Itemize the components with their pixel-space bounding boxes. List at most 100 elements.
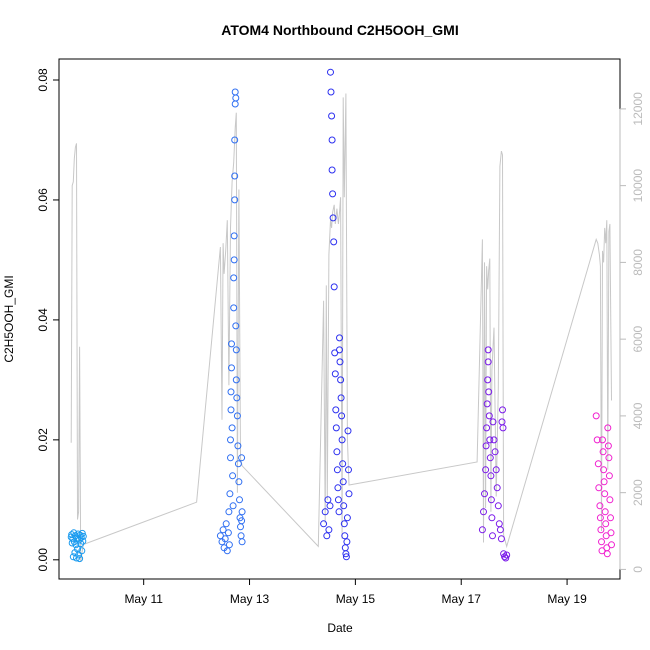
data-point-flight-2: [230, 256, 238, 264]
data-point-flight-3: [332, 424, 340, 432]
data-point-flight-5: [599, 436, 606, 444]
data-point-flight-3: [336, 358, 344, 366]
data-point-flight-3: [333, 466, 341, 474]
data-point-flight-2: [231, 88, 239, 96]
data-point-flight-5: [601, 490, 609, 498]
data-point-flight-5: [604, 442, 612, 450]
data-point-flight-4: [490, 436, 498, 444]
data-point-flight-4: [486, 454, 494, 462]
data-point-flight-3: [337, 376, 345, 384]
data-point-flight-2: [221, 535, 229, 543]
data-point-flight-3: [337, 394, 345, 402]
x-tick-label: May 15: [336, 592, 376, 606]
data-point-flight-3: [320, 520, 328, 528]
data-point-flight-4: [486, 436, 494, 444]
data-point-flight-3: [327, 68, 334, 76]
right-axis-tick-label: 10000: [631, 169, 645, 203]
data-point-flight-2: [225, 508, 233, 516]
y-tick-label: 0.04: [36, 308, 50, 332]
data-point-flight-2: [229, 472, 237, 480]
data-point-flight-2: [231, 100, 239, 108]
data-point-flight-2: [238, 538, 246, 546]
data-point-flight-5: [601, 508, 609, 516]
data-point-flight-3: [334, 484, 342, 492]
right-axis-tick-label: 6000: [631, 325, 645, 352]
data-point-flight-3: [345, 490, 353, 498]
data-point-flight-5: [606, 496, 614, 504]
data-point-flight-3: [342, 550, 350, 558]
data-point-flight-2: [238, 517, 246, 525]
data-point-flight-2: [223, 547, 231, 555]
data-point-flight-3: [323, 532, 331, 540]
data-point-flight-3: [343, 514, 351, 522]
data-point-flight-2: [229, 502, 237, 510]
data-point-flight-4: [480, 508, 487, 516]
right-axis-tick-label: 2000: [631, 479, 645, 506]
data-point-flight-2: [226, 490, 234, 498]
data-point-flight-4: [489, 418, 497, 426]
data-point-flight-2: [228, 424, 236, 432]
data-point-flight-4: [498, 418, 506, 426]
data-point-flight-5: [603, 550, 611, 558]
data-point-flight-2: [232, 346, 240, 354]
y-tick-label: 0.00: [36, 548, 50, 572]
data-point-flight-2: [227, 454, 234, 462]
data-point-flight-2: [227, 406, 235, 414]
data-point-flight-2: [237, 523, 244, 531]
data-point-flight-5: [594, 460, 602, 468]
plot-layer: [67, 68, 615, 563]
data-point-flight-2: [228, 340, 235, 348]
data-point-flight-3: [339, 478, 347, 486]
x-axis-title: Date: [327, 621, 353, 635]
data-point-flight-5: [592, 412, 600, 420]
data-point-flight-2: [236, 496, 243, 504]
data-point-flight-4: [481, 490, 488, 498]
data-point-flight-4: [503, 551, 511, 559]
data-point-flight-3: [340, 502, 348, 510]
data-point-flight-4: [491, 448, 499, 456]
data-point-flight-4: [482, 466, 490, 474]
data-point-flight-5: [596, 514, 604, 522]
data-point-flight-2: [234, 460, 242, 468]
data-point-flight-4: [484, 358, 492, 366]
data-point-flight-1: [79, 532, 87, 540]
data-point-flight-4: [487, 472, 495, 480]
data-point-flight-2: [234, 442, 242, 450]
data-point-flight-2: [231, 196, 239, 204]
right-axis-tick-label: 4000: [631, 402, 645, 429]
data-point-flight-3: [328, 166, 336, 174]
data-point-flight-2: [230, 232, 238, 240]
data-point-flight-5: [598, 538, 605, 546]
data-point-flight-2: [227, 436, 234, 444]
data-point-flight-3: [330, 238, 338, 246]
data-point-flight-1: [79, 537, 87, 545]
data-point-flight-3: [321, 508, 329, 516]
data-point-flight-5: [605, 454, 613, 462]
data-point-flight-2: [235, 478, 243, 486]
right-axis-tick-label: 12000: [631, 92, 645, 126]
y-tick-label: 0.06: [36, 188, 50, 212]
data-point-flight-2: [238, 508, 246, 516]
altitude-line: [70, 93, 612, 562]
data-point-flight-2: [224, 529, 232, 537]
data-point-flight-3: [331, 370, 339, 378]
data-point-flight-5: [602, 520, 610, 528]
data-point-flight-3: [330, 283, 338, 291]
data-point-flight-2: [233, 394, 241, 402]
data-point-flight-2: [238, 454, 246, 462]
data-point-flight-1: [78, 547, 86, 555]
data-point-flight-2: [230, 274, 238, 282]
data-point-flight-4: [495, 520, 503, 528]
data-point-flight-2: [231, 136, 239, 144]
data-point-flight-4: [484, 346, 492, 354]
data-point-flight-3: [335, 508, 343, 516]
data-point-flight-5: [605, 472, 613, 480]
data-point-flight-3: [343, 538, 351, 546]
data-point-flight-5: [596, 502, 604, 510]
data-point-flight-5: [607, 529, 615, 537]
data-point-flight-3: [325, 526, 333, 534]
data-point-flight-3: [336, 346, 343, 354]
data-point-flight-4: [484, 376, 492, 384]
right-axis-tick-label: 8000: [631, 249, 645, 276]
data-point-flight-3: [336, 334, 343, 342]
